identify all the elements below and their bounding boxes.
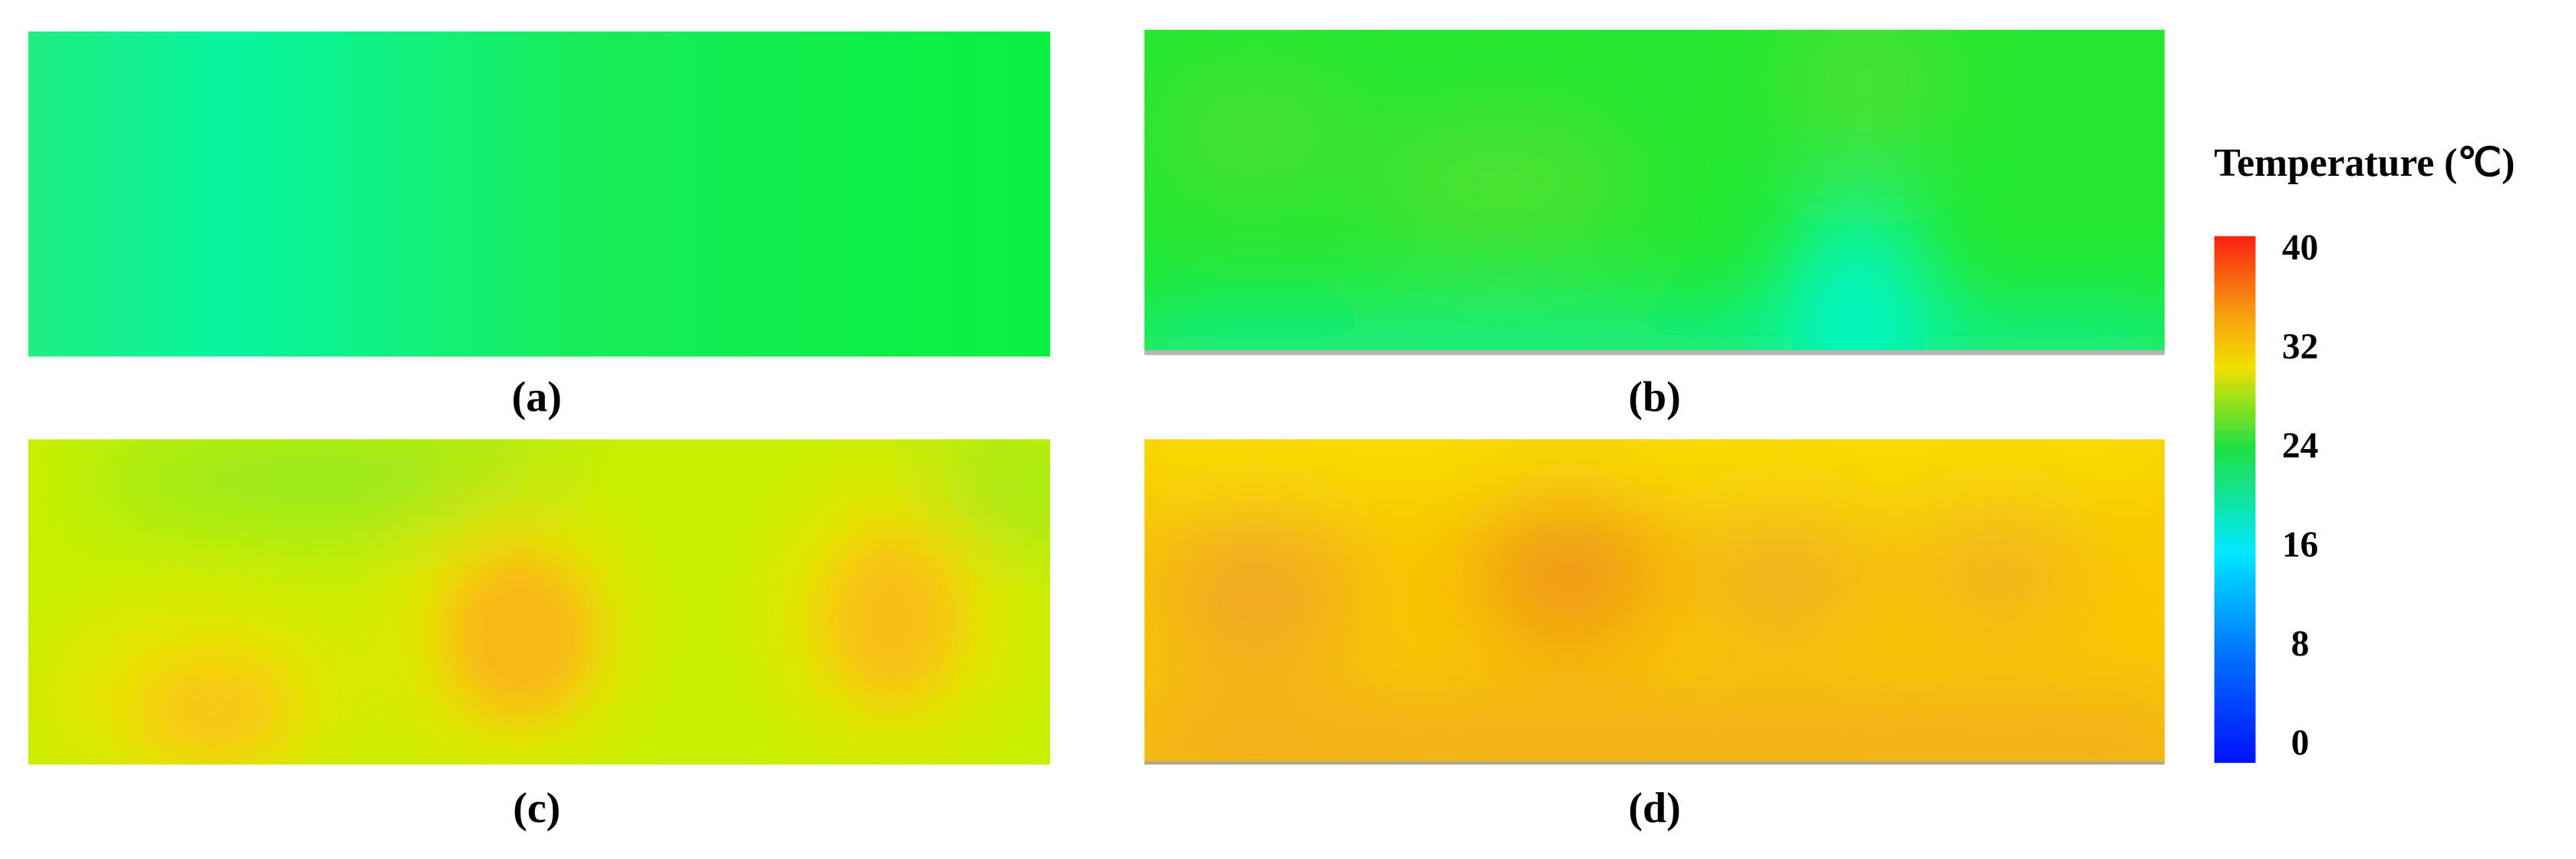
panel-label: (c) xyxy=(513,785,560,832)
colorbar-title: Temperature (℃) xyxy=(2214,141,2515,185)
panel-d-map xyxy=(1144,439,2165,765)
colorbar-tick-label: 8 xyxy=(2291,624,2310,664)
panel-a-map xyxy=(28,31,1051,357)
colorbar-tick-label: 16 xyxy=(2282,525,2318,565)
colorbar-ticks: 0 8 16 24 32 40 xyxy=(2282,228,2318,763)
panel-label: (a) xyxy=(512,374,562,421)
panel-b-map xyxy=(1144,29,2165,355)
colorbar-tick-label: 0 xyxy=(2291,723,2310,763)
panel-c-map xyxy=(28,439,1051,765)
panel-label: (d) xyxy=(1628,785,1680,832)
colorbar-tick-label: 32 xyxy=(2282,327,2318,367)
colorbar-tick-label: 40 xyxy=(2282,228,2318,268)
colorbar-tick-label: 24 xyxy=(2282,426,2318,466)
colorbar xyxy=(2214,236,2256,763)
panel-label: (b) xyxy=(1628,374,1680,421)
